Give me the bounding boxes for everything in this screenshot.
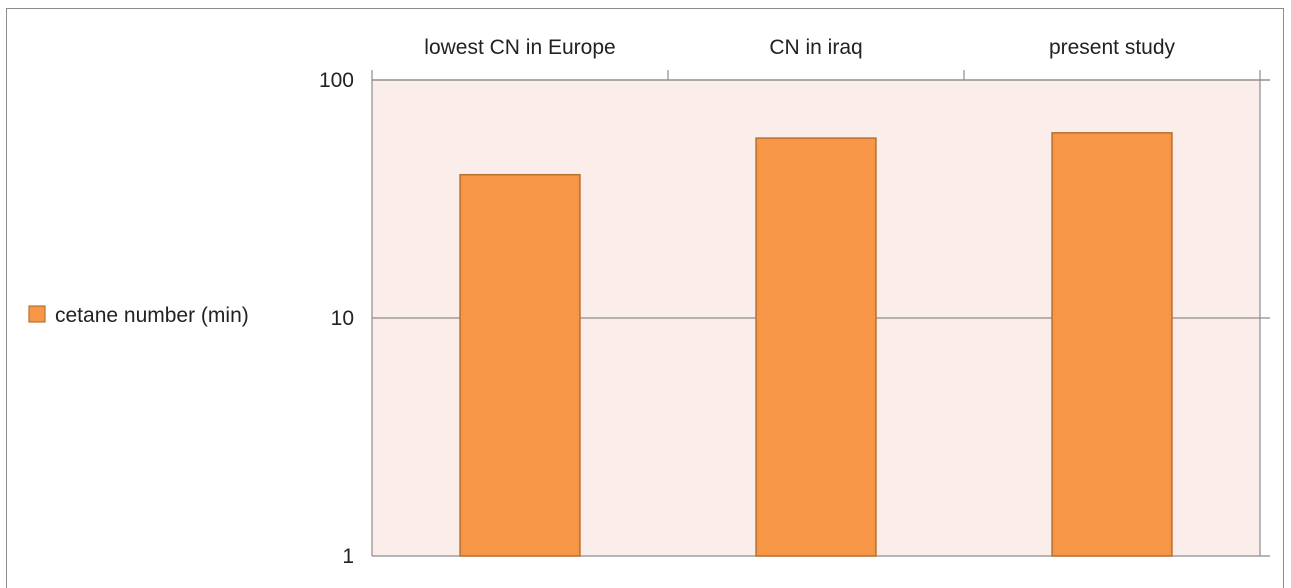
tick-labels: 1 10 100	[319, 69, 354, 568]
category-label: CN in iraq	[769, 36, 862, 59]
bars	[459, 132, 1173, 557]
y-tick-label: 1	[342, 545, 354, 568]
category-labels: lowest CN in Europe CN in iraq present stu…	[424, 36, 1175, 59]
bar	[755, 137, 877, 557]
legend: cetane number (min)	[28, 304, 249, 327]
bar	[459, 173, 581, 557]
legend-label: cetane number (min)	[55, 304, 249, 327]
category-label: lowest CN in Europe	[424, 36, 615, 59]
y-tick-label: 10	[331, 307, 354, 330]
bar	[1051, 132, 1173, 557]
legend-swatch	[28, 305, 46, 323]
category-label: present study	[1049, 36, 1176, 59]
y-tick-label: 100	[319, 69, 354, 92]
axes	[371, 70, 1270, 556]
chart-frame	[6, 8, 1284, 588]
